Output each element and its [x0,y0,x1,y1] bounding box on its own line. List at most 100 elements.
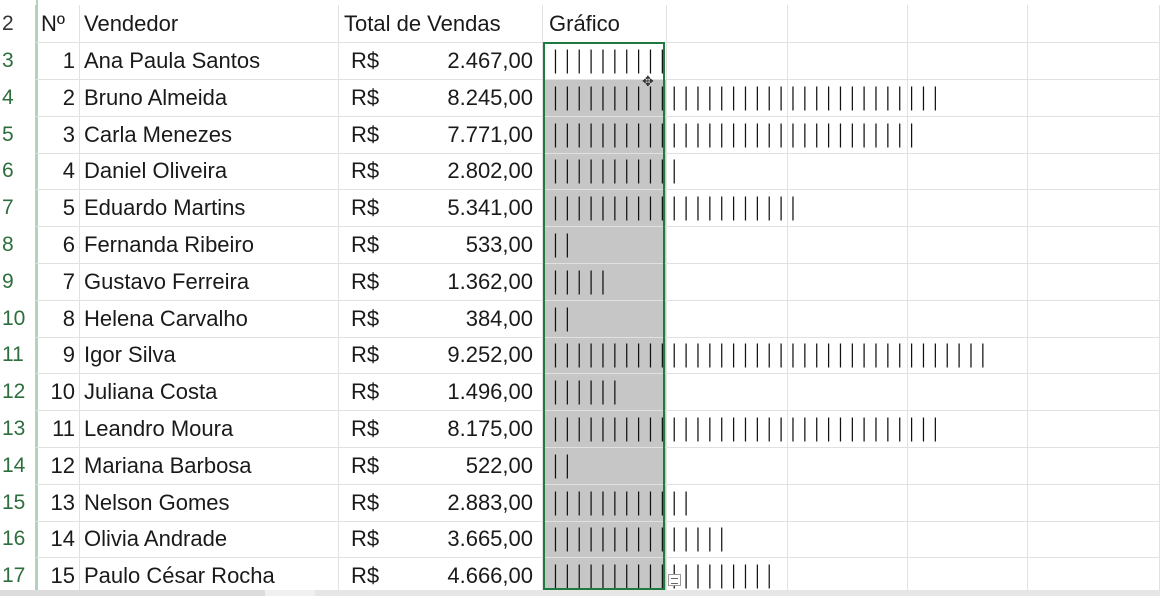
empty-cell[interactable] [908,42,1028,79]
cell-grafico[interactable] [543,189,667,227]
cell-total[interactable]: 2.467,00 [399,42,543,79]
row-number[interactable]: 5 [0,115,36,153]
cell-total[interactable]: 1.362,00 [399,262,543,300]
cell-currency[interactable]: R$ [351,489,380,515]
cell-total[interactable]: 533,00 [399,226,543,263]
cell-vendedor[interactable]: Eduardo Martins [80,189,339,227]
cell-num[interactable]: 5 [36,189,80,227]
cell-num[interactable]: 8 [36,299,80,337]
cell-grafico[interactable] [543,483,667,521]
cell-currency[interactable]: R$ [351,305,380,331]
table-row[interactable]: 5 3 Carla Menezes R$ 7.771,00 |||||||||||||||… [0,115,1160,154]
cell-currency[interactable]: R$ [351,232,380,257]
cell-grafico[interactable] [543,336,667,374]
cell-num[interactable]: 3 [36,115,80,153]
empty-cell[interactable] [1028,152,1160,190]
empty-cell[interactable] [788,5,908,42]
cell-num[interactable]: 11 [36,410,80,447]
table-row[interactable]: 13 11 Leandro Moura R$ 8.175,00 |||||||||||||… [0,410,1160,448]
cell-num[interactable]: 1 [36,42,80,79]
cell-num[interactable]: 6 [36,226,80,263]
empty-cell[interactable] [788,115,908,153]
empty-cell[interactable] [908,78,1028,116]
cell-grafico[interactable] [543,299,667,337]
empty-cell[interactable] [1028,42,1160,79]
row-number[interactable]: 15 [0,483,36,521]
cell-num[interactable]: 4 [36,152,80,190]
row-number[interactable]: 8 [0,226,36,263]
cell-currency[interactable]: R$ [351,84,380,110]
header-cell-grafico[interactable]: Gráfico [543,5,667,42]
row-number[interactable]: 16 [0,520,36,558]
cell-num[interactable]: 12 [36,446,80,484]
empty-cell[interactable] [788,226,908,263]
horizontal-scrollbar[interactable] [0,590,1160,596]
empty-cell[interactable] [788,446,908,484]
cell-grafico[interactable] [543,78,667,116]
cell-currency[interactable]: R$ [351,379,380,405]
cell-grafico[interactable] [543,226,667,263]
row-number[interactable]: 13 [0,410,36,447]
empty-cell[interactable] [667,78,788,116]
cell-vendedor[interactable]: Mariana Barbosa [80,446,339,484]
cell-total[interactable]: 2.802,00 [399,152,543,190]
row-number[interactable]: 12 [0,373,36,411]
cell-grafico[interactable] [543,410,667,447]
empty-cell[interactable] [908,446,1028,484]
cell-num[interactable]: 10 [36,373,80,411]
cell-num[interactable]: 2 [36,78,80,116]
empty-cell[interactable] [788,42,908,79]
cell-num[interactable]: 15 [36,557,80,595]
table-row[interactable]: 7 5 Eduardo Martins R$ 5.341,00 |||||||||||||… [0,189,1160,228]
cell-vendedor[interactable]: Juliana Costa [80,373,339,411]
empty-cell[interactable] [667,5,788,42]
empty-cell[interactable] [1028,115,1160,153]
empty-cell[interactable] [1028,336,1160,374]
cell-vendedor[interactable]: Olivia Andrade [80,520,339,558]
row-number[interactable]: 3 [0,42,36,79]
empty-cell[interactable] [1028,446,1160,484]
header-cell-vendedor[interactable]: Vendedor [80,5,339,42]
empty-cell[interactable] [788,336,908,374]
table-row[interactable]: 3 1 Ana Paula Santos R$ 2.467,00 |||||||||| [0,42,1160,80]
row-number[interactable]: 17 [0,557,36,595]
cell-num[interactable]: 13 [36,483,80,521]
row-number[interactable]: 2 [0,5,36,42]
empty-cell[interactable] [667,262,788,300]
header-row[interactable]: 2 Nº Vendedor Total de Vendas Gráfico [0,5,1160,43]
cell-total[interactable]: 3.665,00 [399,520,543,558]
cell-total[interactable]: 1.496,00 [399,373,543,411]
cell-total[interactable]: 8.175,00 [399,410,543,447]
cell-vendedor[interactable]: Igor Silva [80,336,339,374]
cell-grafico[interactable] [543,557,667,595]
cell-num[interactable]: 9 [36,336,80,374]
empty-cell[interactable] [667,446,788,484]
empty-cell[interactable] [908,336,1028,374]
cell-grafico[interactable] [543,42,667,79]
cell-num[interactable]: 7 [36,262,80,300]
cell-grafico[interactable] [543,152,667,190]
empty-cell[interactable] [667,557,788,595]
cell-grafico[interactable] [543,373,667,411]
empty-cell[interactable] [1028,5,1160,42]
header-cell-total[interactable]: Total de Vendas [339,5,543,42]
row-number[interactable]: 7 [0,189,36,227]
empty-cell[interactable] [908,262,1028,300]
empty-cell[interactable] [1028,299,1160,337]
empty-cell[interactable] [788,410,908,447]
empty-cell[interactable] [908,373,1028,411]
empty-cell[interactable] [667,410,788,447]
row-number[interactable]: 4 [0,78,36,116]
cell-vendedor[interactable]: Leandro Moura [80,410,339,447]
empty-cell[interactable] [667,152,788,190]
cell-currency[interactable]: R$ [351,121,380,147]
empty-cell[interactable] [667,336,788,374]
cell-currency[interactable]: R$ [351,416,380,441]
empty-cell[interactable] [788,520,908,558]
scrollbar-thumb[interactable] [315,590,1160,596]
empty-cell[interactable] [788,152,908,190]
cell-total[interactable]: 522,00 [399,446,543,484]
empty-cell[interactable] [788,483,908,521]
empty-cell[interactable] [788,557,908,595]
table-row[interactable]: 15 13 Nelson Gomes R$ 2.883,00 |||||||||||| [0,483,1160,522]
